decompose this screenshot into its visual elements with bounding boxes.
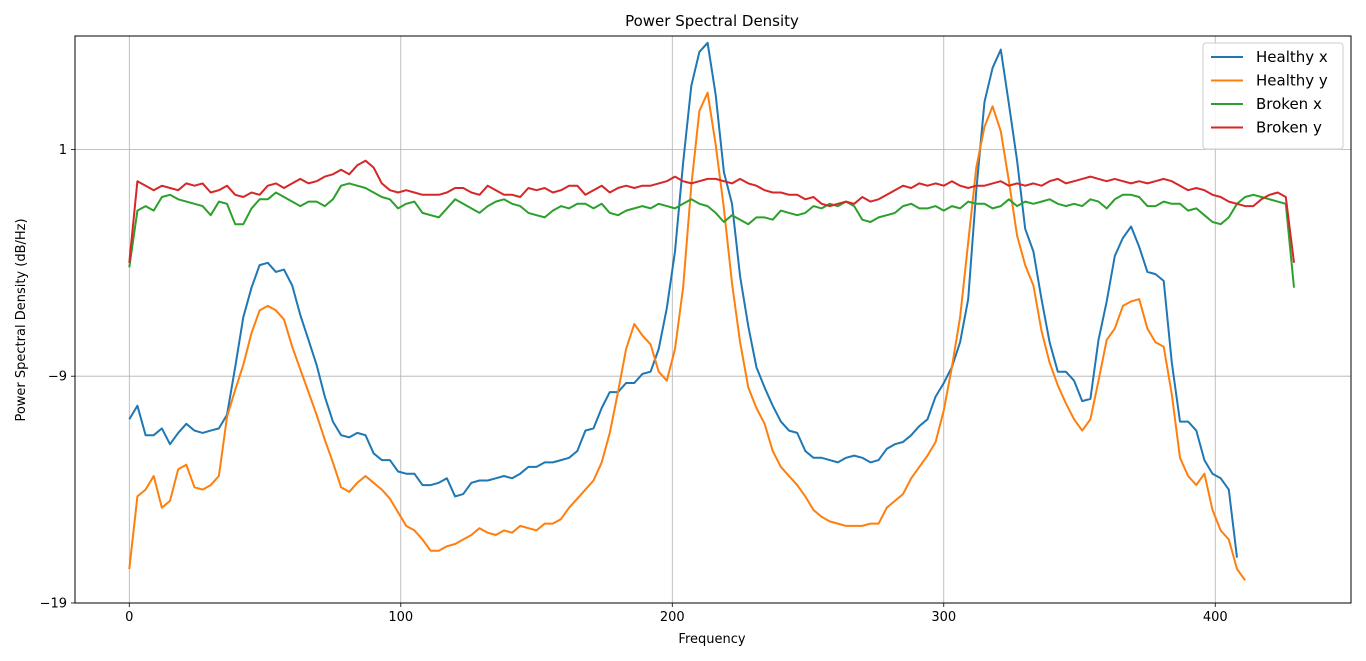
series-line-broken-x bbox=[128, 182, 1295, 288]
plot-frame bbox=[74, 35, 1352, 604]
series-line-broken-y bbox=[128, 159, 1295, 263]
x-axis: 0 100 200 300 400 bbox=[125, 603, 1228, 625]
legend-label: Broken x bbox=[1256, 95, 1322, 113]
legend-box bbox=[1202, 42, 1344, 150]
y-axis-label: Power Spectral Density (dB/Hz) bbox=[14, 218, 29, 421]
y-tick-label: −19 bbox=[40, 597, 67, 612]
legend-label: Healthy x bbox=[1256, 48, 1328, 66]
x-axis-label: Frequency bbox=[678, 632, 745, 647]
grid bbox=[75, 36, 1351, 604]
legend-label: Healthy y bbox=[1256, 72, 1328, 90]
x-tick-label: 300 bbox=[931, 610, 956, 625]
x-tick-label: 200 bbox=[660, 610, 685, 625]
series-layer bbox=[128, 41, 1295, 581]
chart-title: Power Spectral Density bbox=[625, 12, 799, 30]
legend-label: Broken y bbox=[1256, 119, 1322, 137]
x-tick-label: 400 bbox=[1203, 610, 1228, 625]
y-tick-label: −9 bbox=[48, 370, 67, 385]
series-line-healthy-y bbox=[128, 91, 1246, 581]
y-tick-label: 1 bbox=[59, 143, 67, 158]
x-tick-label: 0 bbox=[125, 610, 133, 625]
legend: Healthy x Healthy y Broken x Broken y bbox=[1202, 42, 1344, 150]
y-axis: 1 −9 −19 bbox=[40, 143, 75, 612]
series-line-healthy-x bbox=[128, 41, 1238, 558]
x-tick-label: 100 bbox=[388, 610, 413, 625]
